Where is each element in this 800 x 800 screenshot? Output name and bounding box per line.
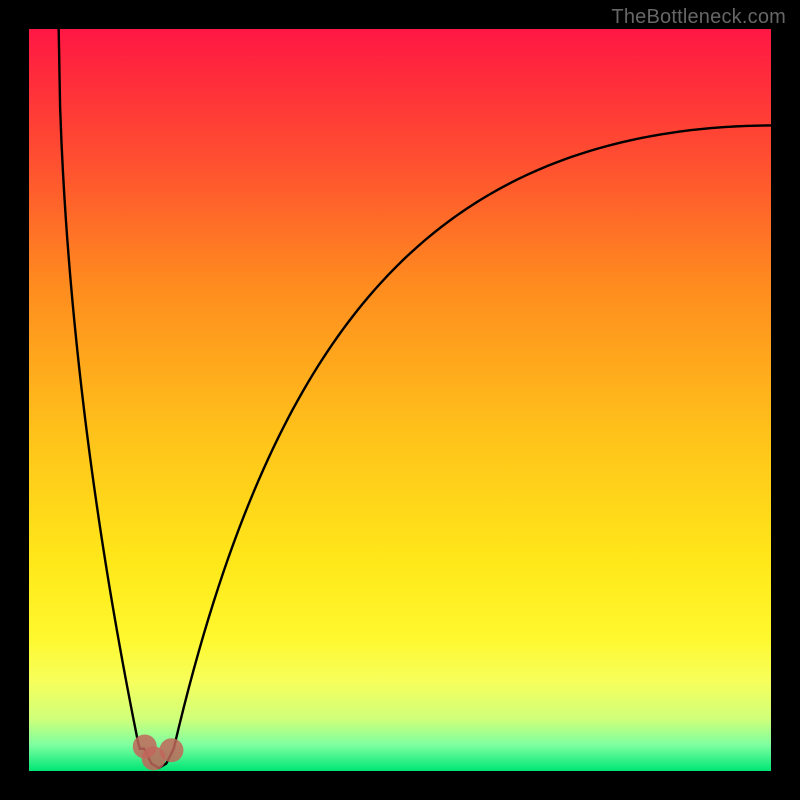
gradient-background xyxy=(29,29,771,771)
pair-marker xyxy=(159,738,183,762)
watermark-text: TheBottleneck.com xyxy=(611,6,786,29)
bottleneck-plot xyxy=(0,0,800,800)
chart-root: TheBottleneck.com xyxy=(0,0,800,800)
